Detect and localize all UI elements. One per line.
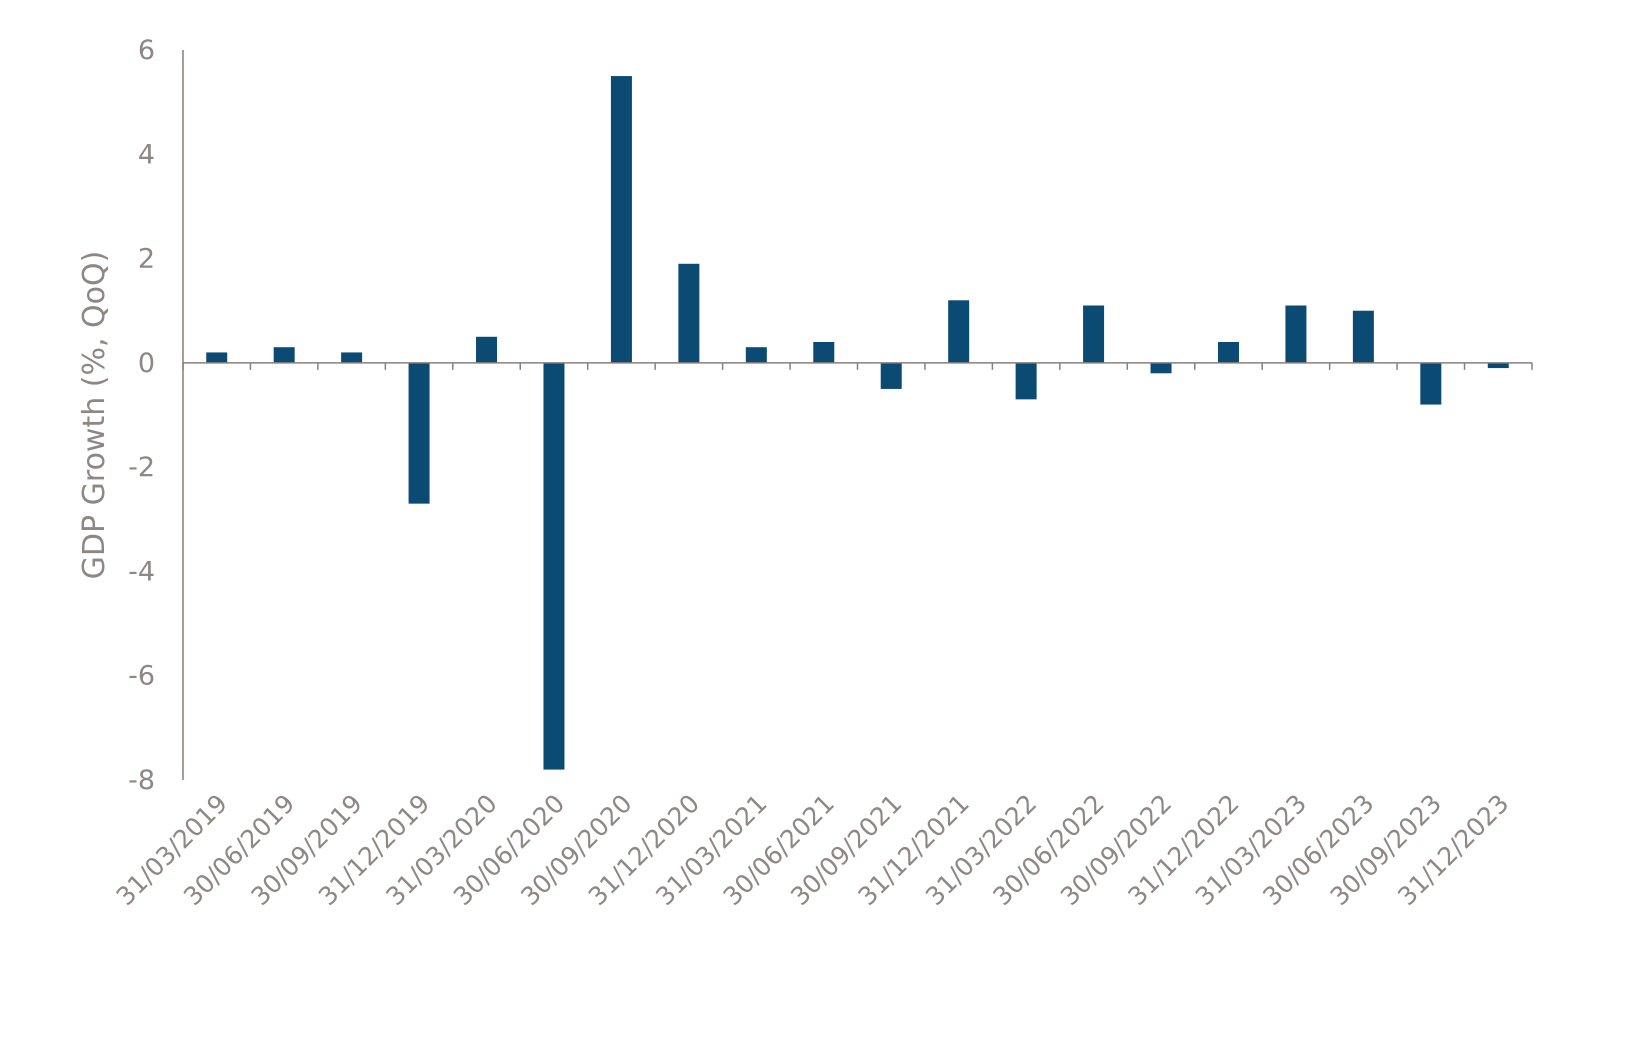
bar [476,336,498,363]
bar [813,342,835,363]
bar [948,300,970,363]
bar [1217,342,1239,363]
bar [1420,362,1442,405]
bar [1150,362,1172,374]
bar [341,352,363,363]
y-tick-label: 0 [138,348,155,379]
bar [1285,305,1307,363]
bar [1083,305,1105,363]
y-axis-label: GDP Growth (%, QoQ) [77,251,112,580]
bar [678,263,700,363]
y-tick-label: -4 [128,556,155,587]
y-tick-label: -2 [128,452,155,483]
y-tick-label: -6 [128,661,155,692]
bar [543,362,565,770]
bar [745,347,767,363]
bar [880,362,902,389]
y-tick-label: 4 [138,139,155,170]
bar [1352,310,1374,363]
bar [206,352,228,363]
y-tick-label: 6 [138,35,155,66]
y-tick-label: 2 [138,244,155,275]
bar [1487,362,1509,369]
bar [1015,362,1037,400]
bar [408,362,430,504]
bar [610,76,632,363]
y-tick-label: -8 [128,765,155,796]
bar [273,347,295,363]
